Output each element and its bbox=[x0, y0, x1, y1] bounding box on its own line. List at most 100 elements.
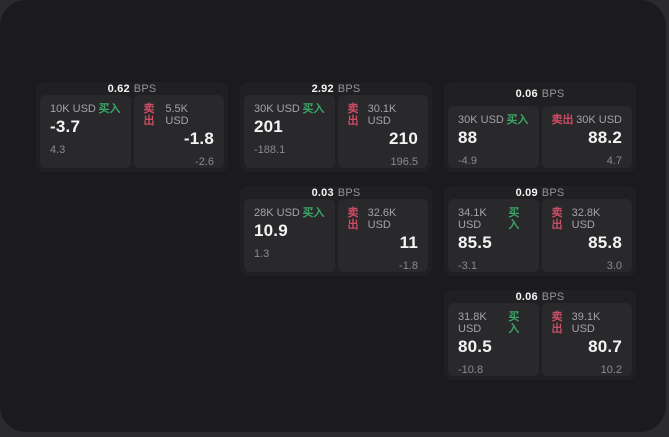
sell-delta: 4.7 bbox=[606, 155, 622, 167]
spread-bps-value: 0.06 bbox=[515, 290, 538, 303]
quote-card: 0.06 BPS 30K USD 买入 88 -4.9 卖出 30K USD bbox=[444, 82, 636, 172]
sell-side-label: 卖出 bbox=[347, 103, 359, 127]
buy-amount: 28K USD bbox=[254, 207, 300, 219]
card-header: 0.09 BPS bbox=[444, 186, 636, 199]
card-body: 31.8K USD 买入 80.5 -10.8 卖出 39.1K USD 80.… bbox=[444, 303, 636, 380]
buy-panel-top: 30K USD 买入 bbox=[254, 103, 325, 115]
sell-amount: 5.5K USD bbox=[165, 103, 189, 127]
buy-panel-top: 30K USD 买入 bbox=[458, 114, 529, 126]
bps-unit-label: BPS bbox=[337, 82, 361, 95]
sell-delta: -1.8 bbox=[399, 260, 418, 272]
buy-amount: 10K USD bbox=[50, 103, 96, 115]
buy-panel-top: 31.8K USD 买入 bbox=[458, 311, 529, 335]
buy-price: 88 bbox=[458, 128, 478, 147]
buy-price: 10.9 bbox=[254, 221, 288, 240]
buy-quote-panel[interactable]: 30K USD 买入 88 -4.9 bbox=[448, 106, 539, 168]
buy-delta: 1.3 bbox=[254, 248, 270, 260]
sell-side-label: 卖出 bbox=[551, 114, 574, 126]
quote-cards-grid: 0.62 BPS 10K USD 买入 -3.7 4.3 卖出 5.5K USD bbox=[36, 82, 636, 380]
sell-panel-top: 卖出 30K USD bbox=[552, 114, 623, 126]
buy-amount: 30K USD bbox=[458, 114, 504, 126]
sell-price: 80.7 bbox=[588, 337, 622, 356]
quote-card: 0.03 BPS 28K USD 买入 10.9 1.3 卖出 32.6K US… bbox=[240, 186, 432, 276]
card-body: 28K USD 买入 10.9 1.3 卖出 32.6K USD 11 -1.8 bbox=[240, 199, 432, 276]
sell-side-label: 卖出 bbox=[347, 207, 359, 231]
bps-unit-label: BPS bbox=[133, 82, 157, 95]
bps-unit-label: BPS bbox=[541, 88, 565, 100]
sell-side-label: 卖出 bbox=[143, 103, 155, 127]
sell-delta: 3.0 bbox=[606, 260, 622, 272]
buy-price: 201 bbox=[254, 117, 283, 136]
sell-price: -1.8 bbox=[183, 129, 214, 148]
buy-side-label: 买入 bbox=[98, 103, 121, 115]
buy-price: -3.7 bbox=[50, 117, 81, 136]
sell-panel-top: 卖出 32.8K USD bbox=[552, 207, 623, 231]
buy-quote-panel[interactable]: 28K USD 买入 10.9 1.3 bbox=[244, 199, 335, 272]
spread-bps-value: 2.92 bbox=[311, 82, 334, 95]
sell-price: 210 bbox=[389, 129, 418, 148]
sell-price: 85.8 bbox=[588, 233, 622, 252]
buy-delta: -4.9 bbox=[458, 155, 477, 167]
sell-quote-panel[interactable]: 卖出 5.5K USD -1.8 -2.6 bbox=[133, 95, 224, 168]
sell-quote-panel[interactable]: 卖出 30K USD 88.2 4.7 bbox=[541, 106, 632, 168]
buy-side-label: 买入 bbox=[302, 207, 325, 219]
card-body: 10K USD 买入 -3.7 4.3 卖出 5.5K USD -1.8 -2.… bbox=[36, 95, 228, 172]
buy-delta: 4.3 bbox=[50, 144, 66, 156]
card-header: 0.06 BPS bbox=[444, 290, 636, 303]
sell-quote-panel[interactable]: 卖出 39.1K USD 80.7 10.2 bbox=[541, 303, 632, 376]
buy-price: 80.5 bbox=[458, 337, 492, 356]
quote-card: 2.92 BPS 30K USD 买入 201 -188.1 卖出 30.1K … bbox=[240, 82, 432, 172]
sell-quote-panel[interactable]: 卖出 30.1K USD 210 196.5 bbox=[337, 95, 428, 168]
buy-delta: -3.1 bbox=[458, 260, 477, 272]
sell-side-label: 卖出 bbox=[551, 207, 563, 231]
buy-delta: -10.8 bbox=[458, 364, 484, 376]
bps-unit-label: BPS bbox=[541, 290, 565, 303]
sell-amount: 39.1K USD bbox=[571, 311, 601, 335]
buy-quote-panel[interactable]: 34.1K USD 买入 85.5 -3.1 bbox=[448, 199, 539, 272]
buy-amount: 34.1K USD bbox=[458, 207, 487, 231]
buy-quote-panel[interactable]: 10K USD 买入 -3.7 4.3 bbox=[40, 95, 131, 168]
sell-panel-top: 卖出 30.1K USD bbox=[348, 103, 419, 127]
sell-quote-panel[interactable]: 卖出 32.8K USD 85.8 3.0 bbox=[541, 199, 632, 272]
buy-price: 85.5 bbox=[458, 233, 492, 252]
buy-side-label: 买入 bbox=[508, 311, 520, 335]
card-header: 2.92 BPS bbox=[240, 82, 432, 95]
card-header: 0.06 BPS bbox=[444, 82, 636, 106]
buy-panel-top: 28K USD 买入 bbox=[254, 207, 325, 219]
spread-bps-value: 0.03 bbox=[311, 186, 334, 199]
sell-amount: 30K USD bbox=[576, 114, 622, 126]
bps-unit-label: BPS bbox=[337, 186, 361, 199]
card-header: 0.62 BPS bbox=[36, 82, 228, 95]
sell-quote-panel[interactable]: 卖出 32.6K USD 11 -1.8 bbox=[337, 199, 428, 272]
buy-quote-panel[interactable]: 30K USD 买入 201 -188.1 bbox=[244, 95, 335, 168]
sell-side-label: 卖出 bbox=[551, 311, 563, 335]
card-body: 30K USD 买入 88 -4.9 卖出 30K USD 88.2 4.7 bbox=[444, 106, 636, 172]
quote-card: 0.06 BPS 31.8K USD 买入 80.5 -10.8 卖出 39.1… bbox=[444, 290, 636, 380]
sell-panel-top: 卖出 5.5K USD bbox=[144, 103, 215, 127]
buy-side-label: 买入 bbox=[506, 114, 529, 126]
spread-bps-value: 0.06 bbox=[515, 88, 538, 100]
buy-amount: 30K USD bbox=[254, 103, 300, 115]
sell-amount: 32.6K USD bbox=[367, 207, 397, 231]
sell-amount: 32.8K USD bbox=[571, 207, 601, 231]
sell-delta: 10.2 bbox=[600, 364, 622, 376]
buy-side-label: 买入 bbox=[302, 103, 325, 115]
bps-unit-label: BPS bbox=[541, 186, 565, 199]
buy-side-label: 买入 bbox=[508, 207, 520, 231]
sell-panel-top: 卖出 39.1K USD bbox=[552, 311, 623, 335]
card-header: 0.03 BPS bbox=[240, 186, 432, 199]
spread-bps-value: 0.09 bbox=[515, 186, 538, 199]
spread-bps-value: 0.62 bbox=[107, 82, 130, 95]
buy-quote-panel[interactable]: 31.8K USD 买入 80.5 -10.8 bbox=[448, 303, 539, 376]
buy-panel-top: 34.1K USD 买入 bbox=[458, 207, 529, 231]
buy-delta: -188.1 bbox=[254, 144, 286, 156]
sell-delta: 196.5 bbox=[390, 156, 418, 168]
sell-price: 88.2 bbox=[588, 128, 622, 147]
buy-amount: 31.8K USD bbox=[458, 311, 487, 335]
card-body: 30K USD 买入 201 -188.1 卖出 30.1K USD 210 1… bbox=[240, 95, 432, 172]
sell-panel-top: 卖出 32.6K USD bbox=[348, 207, 419, 231]
sell-price: 11 bbox=[399, 233, 418, 252]
sell-amount: 30.1K USD bbox=[367, 103, 397, 127]
sell-delta: -2.6 bbox=[195, 156, 214, 168]
